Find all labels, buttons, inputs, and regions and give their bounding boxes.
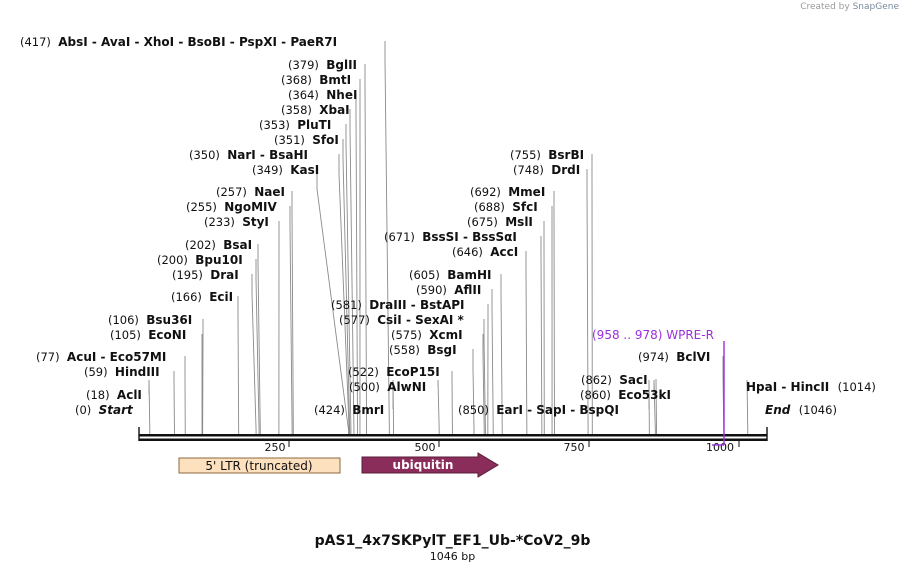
site-connector — [316, 169, 349, 434]
site-label[interactable]: (522) EcoP15I — [348, 365, 440, 379]
site-connector — [653, 379, 656, 434]
features: 5' LTR (truncated) ubiquitin — [178, 452, 499, 478]
site-label[interactable]: (233) StyI — [204, 215, 269, 229]
plasmid-length: 1046 bp — [429, 550, 476, 563]
primer-label: (958 .. 978) WPRE-R — [592, 328, 714, 342]
site-connector — [746, 379, 749, 434]
tick-label: 500 — [415, 441, 436, 454]
site-connectors — [148, 41, 749, 434]
site-label[interactable]: (500) AlwNI — [349, 380, 426, 394]
site-label[interactable]: (351) SfoI — [274, 133, 339, 147]
site-connector — [655, 379, 657, 434]
site-connector — [525, 251, 528, 434]
credit-brand: SnapGene — [852, 2, 899, 12]
site-connector — [148, 379, 151, 434]
feature-ubiquitin-label: ubiquitin — [393, 458, 454, 472]
site-label[interactable]: (692) MmeI — [470, 185, 545, 199]
site-label[interactable]: (417) AbsI - AvaI - XhoI - BsoBI - PspXI… — [20, 35, 337, 49]
site-label[interactable]: (368) BmtI — [281, 73, 351, 87]
site-connector — [384, 41, 390, 434]
site-label[interactable]: (202) BsaI — [185, 238, 252, 252]
site-label[interactable]: (755) BsrBI — [510, 148, 584, 162]
site-label[interactable]: HpaI - HincII (1014) — [746, 380, 876, 394]
tick-label: 1000 — [706, 441, 734, 454]
site-label[interactable]: End (1046) — [765, 403, 837, 417]
site-label[interactable]: (424) BmrI — [314, 403, 384, 417]
site-connector — [237, 296, 240, 434]
site-label[interactable]: (255) NgoMIV — [186, 200, 278, 214]
site-label[interactable]: (77) AcuI - Eco57MI — [36, 350, 166, 364]
site-connector — [257, 244, 261, 434]
primer-wpre-r[interactable]: (958 .. 978) WPRE-R — [592, 328, 725, 446]
snapgene-credit: Created by SnapGene — [800, 2, 899, 12]
site-connector — [586, 169, 589, 434]
site-connector — [349, 109, 355, 434]
site-label[interactable]: (364) NheI — [288, 88, 357, 102]
site-label[interactable]: (646) AccI — [452, 245, 518, 259]
site-label[interactable]: (166) EciI — [171, 290, 233, 304]
site-label[interactable]: (200) Bpu10I — [157, 253, 243, 267]
site-label[interactable]: (349) KasI — [252, 163, 319, 177]
site-label[interactable]: (195) DraI — [172, 268, 239, 282]
site-connector — [472, 349, 475, 434]
site-label[interactable]: (577) CsiI - SexAI * — [339, 313, 465, 327]
site-label[interactable]: (558) BsgI — [389, 343, 457, 357]
site-label[interactable]: (379) BglII — [288, 58, 357, 72]
site-connector — [291, 191, 294, 434]
site-connector — [364, 64, 367, 434]
feature-ltr-label: 5' LTR (truncated) — [205, 459, 312, 473]
site-connector — [342, 139, 351, 434]
tick-label: 750 — [564, 441, 585, 454]
site-label[interactable]: (353) PluTI — [259, 118, 331, 132]
site-label[interactable]: (0) Start — [75, 403, 134, 417]
site-label[interactable]: (358) XbaI — [281, 103, 350, 117]
site-label[interactable]: (675) MslI — [467, 215, 533, 229]
site-connector — [437, 379, 440, 434]
restriction-sites: (417) AbsI - AvaI - XhoI - BsoBI - PspXI… — [20, 35, 876, 417]
site-connector — [251, 274, 257, 434]
site-connector — [491, 289, 494, 434]
sequence-backbone — [138, 427, 768, 441]
site-label[interactable]: (106) Bsu36I — [108, 313, 192, 327]
feature-ubiquitin-arrow[interactable] — [361, 452, 499, 478]
site-label[interactable]: (590) AflII — [416, 283, 481, 297]
site-connector — [338, 154, 350, 434]
plasmid-title: pAS1_4x7SKPylT_EF1_Ub-*CoV2_9b — [314, 533, 591, 549]
site-label[interactable]: (105) EcoNI — [110, 328, 186, 342]
site-label[interactable]: (748) DrdI — [513, 163, 580, 177]
site-connector — [289, 206, 293, 434]
site-label[interactable]: (860) Eco53kI — [580, 388, 671, 402]
site-connector — [500, 274, 503, 434]
site-connector — [540, 236, 543, 434]
site-label[interactable]: (605) BamHI — [409, 268, 492, 282]
site-label[interactable]: (671) BssSI - BssSαI — [384, 230, 517, 244]
site-label[interactable]: (257) NaeI — [216, 185, 285, 199]
site-connector — [482, 334, 485, 434]
site-connector — [255, 259, 260, 434]
site-connector — [345, 124, 352, 434]
site-label[interactable]: (18) AclI — [86, 388, 142, 402]
plasmid-map: 250 500 750 1000 5' LTR (truncated) ubiq… — [20, 35, 876, 478]
tick-label: 250 — [265, 441, 286, 454]
site-label[interactable]: (974) BclVI — [638, 350, 710, 364]
site-label[interactable]: (688) SfcI — [474, 200, 538, 214]
site-label[interactable]: (850) EarI - SapI - BspQI — [458, 403, 619, 417]
site-label[interactable]: (575) XcmI — [391, 328, 463, 342]
scale-ticks: 250 500 750 1000 — [265, 441, 740, 454]
site-label[interactable]: (862) SacI — [581, 373, 648, 387]
site-label[interactable]: (581) DraIII - BstAPI — [331, 298, 465, 312]
site-label[interactable]: (59) HindIII — [84, 365, 160, 379]
site-connector — [355, 94, 358, 434]
credit-prefix: Created by — [800, 2, 850, 12]
feature-ltr-box[interactable] — [178, 457, 341, 474]
site-connector — [483, 319, 486, 434]
site-connector — [392, 379, 395, 434]
site-label[interactable]: (350) NarI - BsaHI — [189, 148, 308, 162]
